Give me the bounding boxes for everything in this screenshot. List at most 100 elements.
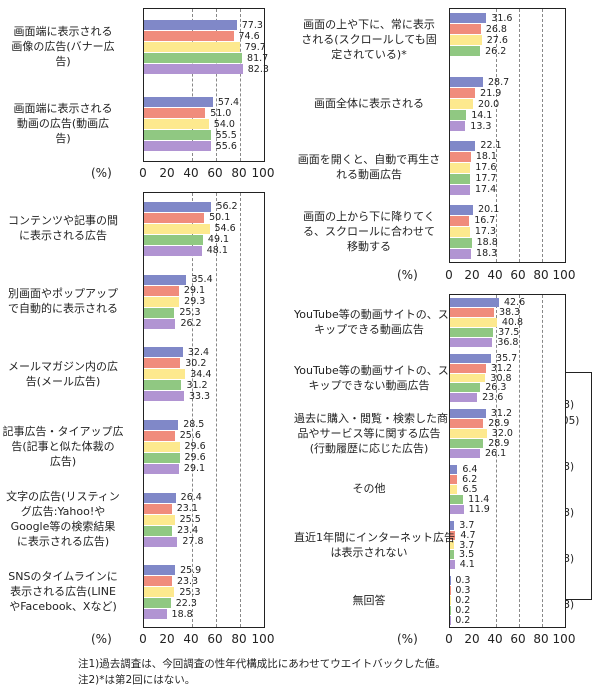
bar xyxy=(144,307,175,318)
bar xyxy=(450,327,494,337)
value-label: 0.2 xyxy=(455,605,471,617)
value-label: 54.0 xyxy=(213,118,235,130)
gridline xyxy=(496,9,497,262)
category-label: 過去に購入・閲覧・検索した商 品やサービス等に関する広告 (行動履歴に応じた広告) xyxy=(294,411,448,456)
bar xyxy=(144,130,211,140)
category-label: 画面の上や下に、常に表示 される(スクロールしても固 定されている)* xyxy=(294,17,444,62)
category-label-line: キップできる動画広告 xyxy=(314,322,424,336)
value-label: 42.6 xyxy=(503,296,526,308)
category-label-line: 画像の広告(バナー広 xyxy=(11,40,115,53)
value-label: 18.8 xyxy=(476,237,498,249)
category-label-line: 告(記事と似た体裁の xyxy=(11,439,115,453)
category-label-line: 画面を開くと、自動で再生さ xyxy=(297,153,441,167)
value-label: 21.9 xyxy=(480,87,502,99)
value-label: 0.3 xyxy=(455,575,471,587)
bar xyxy=(144,514,175,525)
bar xyxy=(144,598,171,609)
tick-label: 100 xyxy=(552,632,576,646)
bar xyxy=(144,141,211,151)
value-label: 28.9 xyxy=(488,438,510,450)
bar xyxy=(450,353,492,363)
category-label-line: (行動履歴に応じた広告) xyxy=(309,441,429,455)
value-label: 14.1 xyxy=(471,109,493,121)
category-label: 無回答 xyxy=(294,593,444,608)
bar xyxy=(144,42,240,52)
category-label-line: れる動画広告 xyxy=(336,168,402,182)
bar xyxy=(144,212,205,223)
category-label-line: 告) xyxy=(55,55,71,68)
bar xyxy=(144,536,178,547)
value-label: 25.9 xyxy=(180,564,202,576)
category-label-line: 画面の上から下に降りてく xyxy=(303,209,435,223)
bar xyxy=(450,409,486,419)
bar xyxy=(450,504,464,514)
category-label: 画面の上から下に降りてく る、スクロールに合わせて 移動する xyxy=(294,209,444,254)
category-label-line: 告(メール広告) xyxy=(25,374,101,388)
category-label-line: Google等の検索結果 xyxy=(10,520,116,533)
value-label: 31.6 xyxy=(491,12,513,24)
bar xyxy=(144,576,172,587)
category-label-line: 別画面やポップアップ xyxy=(8,287,118,300)
bar xyxy=(144,503,172,514)
bar xyxy=(450,173,471,184)
bar xyxy=(450,307,495,317)
tick-label: 80 xyxy=(533,632,549,646)
tick-label: 0 xyxy=(445,268,453,282)
value-label: 77.3 xyxy=(241,19,263,31)
category-label: その他 xyxy=(294,481,444,496)
bar xyxy=(144,20,237,30)
value-label: 6.2 xyxy=(462,473,478,485)
value-label: 56.2 xyxy=(216,201,238,213)
bar xyxy=(144,347,183,358)
tick-label: 40 xyxy=(487,268,503,282)
tick-label: 80 xyxy=(533,268,549,282)
value-label: 4.7 xyxy=(460,529,476,541)
value-label: 55.5 xyxy=(215,129,237,141)
category-label-line: 定されている)* xyxy=(331,48,407,62)
bar xyxy=(450,99,473,110)
tick-label: 0 xyxy=(139,166,147,180)
tick-label: 0 xyxy=(139,632,147,646)
category-label-line: SNSのタイムラインに xyxy=(8,570,118,584)
bar xyxy=(450,560,455,570)
gridline xyxy=(542,295,543,627)
bar xyxy=(144,53,243,63)
gridline xyxy=(216,9,217,161)
bar xyxy=(144,274,187,285)
value-label: 6.4 xyxy=(462,463,478,475)
category-label: 文字の広告(リスティン グ広告:Yahoo!や Google等の検索結果 に表示される… xyxy=(0,489,138,549)
category-label-line: 品やサービス等に関する広告 xyxy=(297,426,441,440)
bar xyxy=(450,204,474,215)
axis-unit: (%) xyxy=(91,166,112,180)
chart-panel-1: 77.3 74.6 79.7 81.7 82.3 57.4 51.0 54.0 55.5 55.6 xyxy=(143,8,269,162)
bar xyxy=(450,393,478,403)
bar xyxy=(450,88,476,99)
value-label: 31.2 xyxy=(490,362,513,374)
value-label: 16.7 xyxy=(474,215,496,227)
tick-label: 20 xyxy=(159,166,175,180)
value-label: 36.8 xyxy=(497,336,519,348)
category-label-line: コンテンツや記事の間 xyxy=(8,214,118,228)
value-label: 22.3 xyxy=(175,597,197,609)
category-label-line: 画面端に表示される xyxy=(13,102,113,115)
value-label: 35.7 xyxy=(496,352,518,364)
value-label: 32.4 xyxy=(187,346,210,358)
value-label: 33.3 xyxy=(188,390,211,402)
bar xyxy=(450,337,493,347)
tick-label: 20 xyxy=(159,632,175,646)
chart-panel-2: 56.2 50.1 54.6 49.1 48.1 35.4 29.1 29.3 25.3 26.2… xyxy=(143,192,265,628)
bar xyxy=(144,31,234,41)
category-label-line: やFacebook、Xなど) xyxy=(9,600,117,614)
value-label: 27.8 xyxy=(182,536,204,547)
category-label-line: 告) xyxy=(55,132,71,145)
value-label: 51.0 xyxy=(210,107,232,119)
category-label-line: に表示される広告) xyxy=(16,535,110,548)
bar xyxy=(450,110,467,121)
gridline xyxy=(192,9,193,161)
category-label: YouTube等の動画サイトの、ス キップできない動画広告 xyxy=(294,363,449,393)
value-label: 29.6 xyxy=(184,441,206,453)
value-label: 23.1 xyxy=(176,503,198,514)
value-label: 55.6 xyxy=(215,140,237,152)
bar xyxy=(450,237,472,248)
value-label: 25.5 xyxy=(179,514,201,525)
